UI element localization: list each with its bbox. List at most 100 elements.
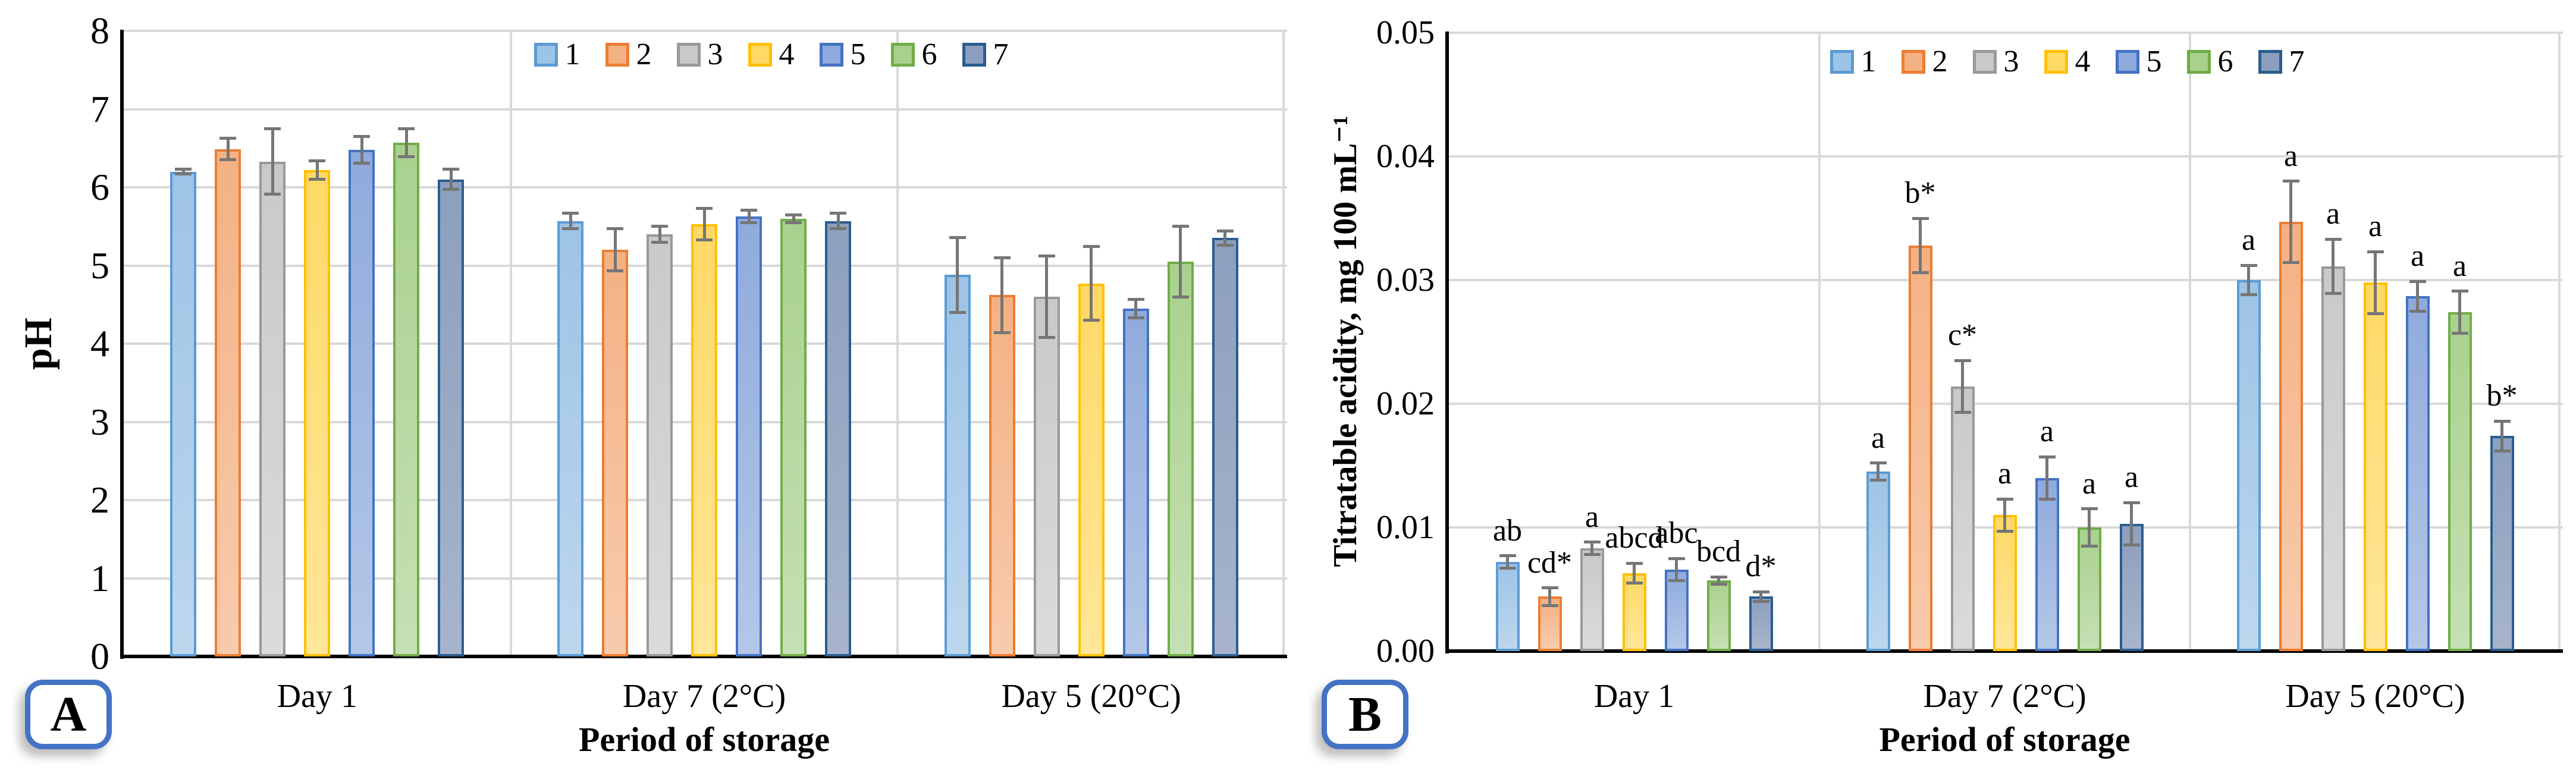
significance-label: b* <box>1904 176 1936 210</box>
x-category-label: Day 5 (20°C) <box>2285 678 2465 715</box>
error-bar-cap <box>1710 575 1727 579</box>
error-bar-cap <box>2367 250 2384 253</box>
legend-item: 4 <box>748 39 795 70</box>
error-bar-cap <box>1172 225 1189 228</box>
error-bar-cap <box>1912 271 1929 275</box>
legend-label: 1 <box>1860 45 1877 78</box>
y-tick-label: 0.02 <box>1376 385 1435 422</box>
x-category-label: Day 7 (2°C) <box>1923 678 2086 715</box>
bar-series-2 <box>215 149 241 656</box>
y-tick-label: 5 <box>90 244 109 287</box>
significance-label: abcd <box>1605 521 1664 555</box>
error-bar <box>1717 577 1720 585</box>
error-bar-cap <box>398 155 415 159</box>
legend-swatch <box>2115 50 2139 74</box>
error-bar-cap <box>993 256 1011 259</box>
error-bar-cap <box>2493 449 2511 453</box>
y-tick-label: 6 <box>90 166 109 208</box>
legend-swatch <box>2186 50 2211 74</box>
legend-swatch <box>748 43 772 67</box>
y-tick-label: 7 <box>90 87 109 130</box>
error-bar-cap <box>785 213 802 216</box>
error-bar <box>658 226 661 243</box>
error-bar-cap <box>651 240 668 244</box>
gridline <box>1449 155 2563 158</box>
gridline <box>1449 279 2563 281</box>
error-bar-cap <box>2081 544 2098 548</box>
plot-area-a: 0 1 2 3 4 5 6 7 8 Day 1 Day 7 (2°C) Day 5 (20°C) <box>90 12 1287 715</box>
error-bar-cap <box>443 168 460 171</box>
error-bar-cap <box>562 227 579 231</box>
x-axis-line <box>1445 649 2563 653</box>
legend-label: 3 <box>2003 45 2019 78</box>
error-bar-cap <box>2240 293 2257 297</box>
legend-a: 1 2 3 4 5 6 7 <box>124 39 1285 70</box>
error-bar <box>2500 421 2503 451</box>
error-bar-cap <box>309 178 326 181</box>
significance-label: abc <box>1655 516 1698 550</box>
legend-label: 5 <box>2146 45 2162 78</box>
error-bar-cap <box>2282 261 2299 265</box>
significance-label: d* <box>1745 549 1777 584</box>
error-bar-cap <box>2282 180 2299 183</box>
bar-series-1 <box>557 221 583 656</box>
legend-swatch <box>819 43 843 67</box>
error-bar-cap <box>1038 335 1055 339</box>
error-bar-cap <box>1668 579 1685 582</box>
bar-series-7 <box>1212 238 1238 656</box>
error-bar <box>2458 291 2461 334</box>
plot-right-border <box>1282 31 1285 656</box>
error-bar-cap <box>1752 590 1769 593</box>
y-tick-label: 0.03 <box>1376 262 1435 298</box>
gridline <box>124 186 1287 188</box>
error-bar-cap <box>398 127 415 130</box>
error-bar <box>956 237 959 313</box>
error-bar-cap <box>1127 297 1144 301</box>
significance-label: a <box>2124 460 2139 495</box>
error-bar <box>1045 256 1049 338</box>
bar-series-4 <box>1078 283 1105 656</box>
error-bar-cap <box>175 172 192 176</box>
significance-label: a <box>1584 499 1599 534</box>
error-bar-cap <box>2081 507 2098 511</box>
error-bar <box>1000 257 1004 333</box>
bar-series-5 <box>2035 477 2059 651</box>
error-bar-cap <box>1216 230 1234 233</box>
legend-item: 7 <box>2258 46 2305 77</box>
error-bar-cap <box>1083 245 1100 249</box>
bar-series-4 <box>1622 573 1646 651</box>
y-tick-label: 2 <box>90 479 109 521</box>
error-bar-cap <box>1626 561 1643 565</box>
error-bar <box>569 213 572 229</box>
error-bar-cap <box>1954 359 1971 362</box>
significance-label: a <box>2082 466 2097 501</box>
bar-series-4 <box>691 224 717 656</box>
legend-item: 1 <box>534 39 581 70</box>
error-bar <box>2130 502 2133 545</box>
error-bar <box>1179 226 1182 297</box>
legend-item: 1 <box>1830 46 1877 77</box>
legend-label: 6 <box>2217 45 2233 78</box>
y-tick-label: 0 <box>90 635 109 677</box>
bar-series-2 <box>2279 222 2303 651</box>
bar-series-1 <box>1495 562 1520 651</box>
error-bar-cap <box>607 227 623 231</box>
error-bar-cap <box>1954 411 1971 414</box>
legend-item: 5 <box>819 39 866 70</box>
x-axis-title-b: Period of storage <box>1879 720 2131 759</box>
legend-swatch <box>962 43 986 67</box>
bar-series-3 <box>2321 266 2345 651</box>
gridline <box>124 108 1287 111</box>
legend-swatch <box>534 43 558 67</box>
y-tick-label: 0.05 <box>1376 14 1435 51</box>
bar-series-6 <box>2077 527 2101 651</box>
error-bar <box>1919 218 1922 273</box>
legend-item: 2 <box>1901 46 1948 77</box>
significance-label: b* <box>2486 379 2518 413</box>
gridline <box>124 30 1287 32</box>
bar-series-4 <box>2363 282 2387 651</box>
error-bar-cap <box>1127 316 1144 320</box>
legend-b: 1 2 3 4 5 6 7 <box>1449 46 2561 77</box>
x-axis-line <box>120 655 1287 658</box>
error-bar <box>2045 457 2048 499</box>
